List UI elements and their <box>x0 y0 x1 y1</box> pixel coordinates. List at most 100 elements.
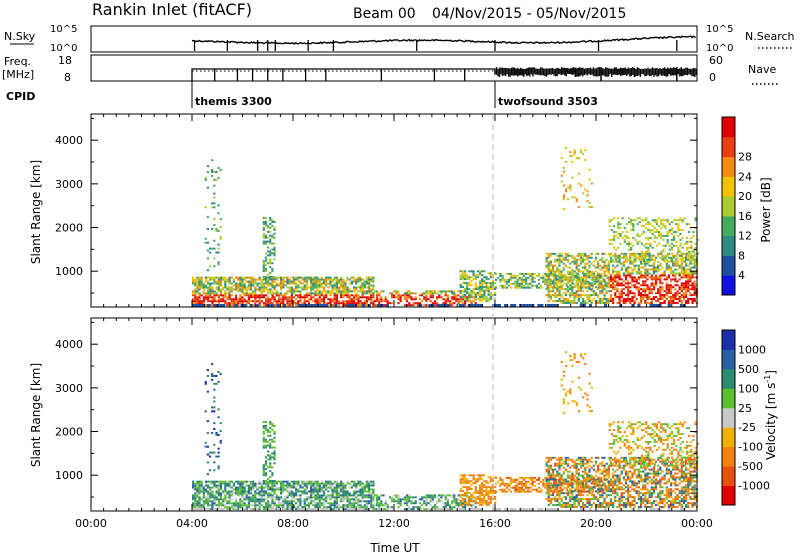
velocity-echo-cell <box>297 482 300 485</box>
power-echo-cell <box>685 264 688 267</box>
power-echo-cell <box>647 250 650 253</box>
power-echo-cell <box>520 280 523 283</box>
velocity-echo-cell <box>329 480 332 483</box>
velocity-echo-cell <box>431 506 434 509</box>
power-echo-cell <box>192 280 195 283</box>
power-echo-cell <box>687 264 690 267</box>
power-echo-cell <box>352 286 356 289</box>
velocity-echo-cell <box>267 496 270 499</box>
power-echo-cell <box>319 304 323 307</box>
velocity-echo-cell <box>232 484 235 487</box>
power-echo-cell <box>581 254 585 257</box>
velocity-echo-cell <box>243 488 246 491</box>
power-echo-cell <box>357 302 360 305</box>
power-echo-cell <box>224 292 227 295</box>
power-echo-cell <box>666 260 669 263</box>
power-echo-cell <box>609 300 613 302</box>
power-echo-cell <box>650 300 653 302</box>
power-echo-cell <box>370 288 373 291</box>
power-echo-cell <box>560 270 563 273</box>
velocity-echo-cell <box>252 484 255 487</box>
power-echo-cell <box>581 280 585 283</box>
velocity-echo-cell <box>252 486 255 489</box>
power-echo-cell <box>241 298 244 301</box>
power-echo-cell <box>607 252 610 255</box>
power-echo-cell <box>489 272 492 275</box>
power-echo-cell <box>657 254 660 257</box>
power-echo-cell <box>547 274 550 277</box>
power-echo-cell <box>685 252 689 255</box>
power-echo-cell <box>271 268 274 271</box>
power-echo-cell <box>668 231 671 233</box>
power-echo-cell <box>208 265 212 268</box>
power-echo-cell <box>342 296 345 299</box>
power-echo-cell <box>297 278 300 281</box>
velocity-echo-cell <box>211 490 214 493</box>
power-echo-cell <box>690 246 693 249</box>
velocity-echo-cell <box>207 494 210 497</box>
power-echo-cell <box>627 248 631 251</box>
power-echo-cell <box>594 252 598 255</box>
power-echo-cell <box>468 278 471 281</box>
power-echo-cell <box>269 222 272 225</box>
power-echo-cell <box>559 284 562 287</box>
velocity-echo-cell <box>252 488 255 491</box>
power-echo-cell <box>566 266 570 269</box>
velocity-echo-cell <box>468 497 471 500</box>
power-echo-cell <box>609 280 613 283</box>
power-echo-cell <box>565 282 569 285</box>
power-echo-cell <box>429 300 432 303</box>
power-echo-cell <box>661 296 664 299</box>
power-echo-cell <box>442 290 445 293</box>
power-echo-cell <box>545 266 548 269</box>
power-echo-cell <box>631 272 634 275</box>
velocity-echo-cell <box>487 493 490 496</box>
velocity-echo-cell <box>405 504 409 507</box>
power-echo-cell <box>312 292 315 295</box>
power-echo-cell <box>217 294 220 297</box>
velocity-echo-cell <box>224 504 227 507</box>
power-echo-cell <box>537 274 541 277</box>
power-echo-cell <box>667 284 671 287</box>
power-echo-cell <box>196 276 199 279</box>
velocity-echo-cell <box>491 492 495 494</box>
power-echo-cell <box>258 290 261 293</box>
power-echo-cell <box>624 258 628 261</box>
velocity-echo-cell <box>397 498 400 501</box>
velocity-echo-cell <box>299 494 302 497</box>
power-echo-cell <box>673 244 676 247</box>
power-echo-cell <box>518 278 521 281</box>
power-echo-cell <box>228 278 231 281</box>
velocity-echo-cell <box>312 484 315 487</box>
velocity-echo-cell <box>196 480 199 483</box>
velocity-echo-cell <box>271 498 274 501</box>
velocity-echo-cell <box>198 486 201 489</box>
velocity-echo-cell <box>346 494 349 497</box>
velocity-echo-cell <box>271 486 274 489</box>
power-echo-cell <box>239 282 242 285</box>
power-echo-cell <box>618 301 621 304</box>
velocity-echo-cell <box>474 486 477 489</box>
power-echo-cell <box>313 304 317 307</box>
power-echo-cell <box>581 276 585 279</box>
power-echo-cell <box>264 264 268 267</box>
power-echo-cell <box>545 264 548 267</box>
power-echo-cell <box>678 296 681 299</box>
velocity-echo-cell <box>258 502 261 505</box>
velocity-echo-cell <box>421 504 424 507</box>
power-echo-cell <box>579 304 583 307</box>
velocity-echo-cell <box>198 506 201 509</box>
power-echo-cell <box>607 290 610 293</box>
power-echo-cell <box>559 282 562 285</box>
velocity-echo-cell <box>412 496 415 499</box>
power-echo-cell <box>346 300 349 303</box>
power-echo-cell <box>687 276 690 279</box>
power-echo-cell <box>599 276 602 279</box>
velocity-echo-cell <box>271 496 274 499</box>
power-echo-cell <box>470 295 473 298</box>
velocity-echo-cell <box>247 500 251 503</box>
power-echo-cell <box>685 286 688 289</box>
y-tick-label: 1000 <box>55 265 83 278</box>
power-echo-cell <box>476 304 480 307</box>
